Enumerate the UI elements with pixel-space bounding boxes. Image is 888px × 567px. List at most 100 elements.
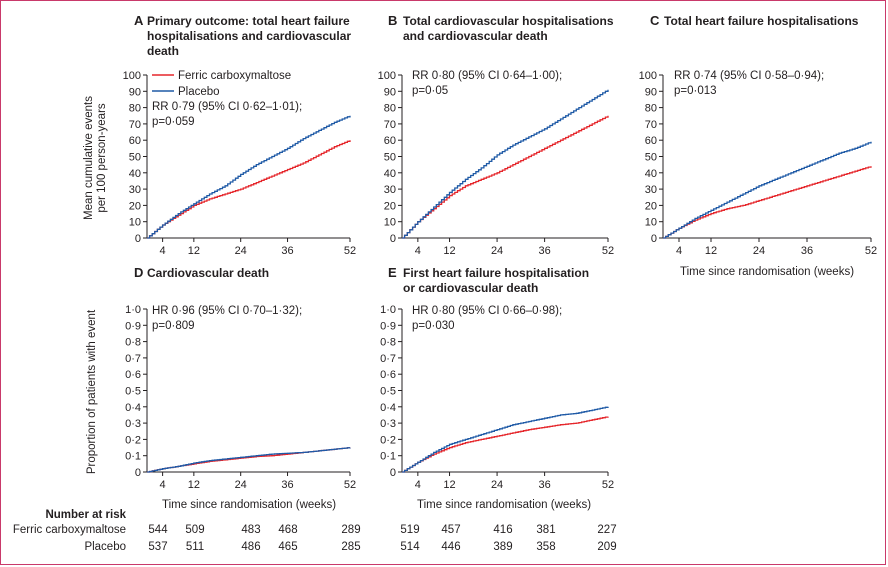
x-tick-label: 24	[235, 245, 247, 257]
x-tick-label: 52	[602, 245, 614, 257]
stat-text: RR 0·79 (95% CI 0·62–1·01);	[152, 101, 302, 113]
series-line-placebo	[663, 141, 872, 239]
y-tick-label: 100	[378, 70, 396, 82]
x-tick-label: 36	[801, 245, 813, 257]
y-tick-label: 0·3	[125, 418, 141, 430]
x-tick-label: 12	[443, 479, 455, 491]
x-tick-label: 4	[415, 245, 421, 257]
panel-title-line: Total cardiovascular hospitalisations	[403, 14, 614, 28]
risk-cell: 514	[400, 541, 420, 553]
x-tick-label: 24	[491, 479, 503, 491]
y-tick-label: 0·6	[125, 369, 141, 381]
risk-table: Number at risk Ferric carboxymaltose Pla…	[13, 509, 617, 553]
y-tick-label: 0·6	[380, 369, 396, 381]
series-line-ferric	[147, 140, 351, 239]
y-tick-label: 60	[129, 135, 141, 147]
y-tick-label: 1·0	[380, 304, 396, 316]
risk-cell: 381	[536, 524, 555, 536]
y-tick-label: 10	[384, 217, 396, 229]
y-tick-label: 30	[645, 184, 657, 196]
series-line-ferric	[402, 115, 609, 239]
y-tick-label: 60	[384, 135, 396, 147]
y-tick-label: 0·8	[125, 337, 141, 349]
x-tick-label: 36	[281, 479, 293, 491]
legend: Ferric carboxymaltose Placebo	[152, 70, 291, 98]
risk-cell: 446	[441, 541, 460, 553]
y-tick-label: 100	[639, 70, 657, 82]
risk-cell: 519	[400, 524, 419, 536]
y-tick-label: 0·4	[380, 402, 396, 414]
y-tick-label: 40	[129, 168, 141, 180]
y-tick-label: 30	[384, 184, 396, 196]
risk-cell: 511	[186, 541, 204, 553]
y-tick-label: 50	[645, 152, 657, 164]
x-tick-label: 12	[705, 245, 717, 257]
panel-title-line: First heart failure hospitalisation	[403, 266, 589, 280]
stat-text: p=0·809	[152, 320, 195, 332]
y-label-cumulative-2: per 100 person-years	[96, 103, 108, 213]
x-label-panel-c: Time since randomisation (weeks)	[680, 266, 854, 278]
y-tick-label: 90	[129, 86, 141, 98]
panel-c: C Total heart failure hospitalisations 0 10…	[639, 13, 877, 257]
risk-row-label-ferric: Ferric carboxymaltose	[13, 524, 126, 536]
y-tick-label: 70	[645, 119, 657, 131]
y-tick-label: 0·8	[380, 337, 396, 349]
y-tick-label: 0	[135, 233, 141, 245]
x-tick-label: 52	[865, 245, 877, 257]
risk-cell: 483	[241, 524, 260, 536]
legend-label-placebo: Placebo	[178, 86, 220, 98]
x-tick-label: 4	[160, 245, 166, 257]
y-tick-label: 100	[123, 70, 141, 82]
panel-letter: D	[134, 265, 143, 280]
risk-cell: 209	[597, 541, 616, 553]
y-tick-label: 0·4	[125, 402, 141, 414]
stat-text: p=0·030	[412, 320, 455, 332]
stat-text: p=0·059	[152, 116, 195, 128]
x-tick-label: 36	[538, 245, 550, 257]
y-tick-label: 70	[384, 119, 396, 131]
x-tick-label: 52	[602, 479, 614, 491]
risk-cell: 537	[148, 541, 167, 553]
y-tick-label: 90	[645, 86, 657, 98]
panel-title-line: death	[147, 44, 179, 58]
y-tick-label: 60	[645, 135, 657, 147]
stat-text: RR 0·74 (95% CI 0·58–0·94);	[674, 70, 824, 82]
y-label-proportion: Proportion of patients with event	[86, 309, 98, 474]
x-tick-label: 12	[188, 245, 200, 257]
y-tick-label: 50	[384, 152, 396, 164]
panel-title-line: Total heart failure hospitalisations	[664, 14, 859, 28]
y-tick-label: 70	[129, 119, 141, 131]
panel-b: B Total cardiovascular hospitalisationsan…	[378, 13, 614, 257]
y-tick-label: 10	[645, 217, 657, 229]
y-tick-label: 80	[129, 103, 141, 115]
panel-title-line: Cardiovascular death	[147, 266, 269, 280]
panel-letter: C	[650, 13, 660, 28]
x-tick-label: 36	[538, 479, 550, 491]
y-tick-label: 10	[129, 217, 141, 229]
y-tick-label: 0·2	[380, 434, 396, 446]
panel-d: D Cardiovascular death 0 0·1 0·2 0·3 0·4 0·5 0·6…	[125, 265, 356, 491]
panel-title-line: and cardiovascular death	[403, 29, 548, 43]
x-tick-label: 4	[160, 479, 166, 491]
y-tick-label: 20	[384, 200, 396, 212]
y-tick-label: 0·7	[125, 353, 141, 365]
risk-cell: 457	[441, 524, 460, 536]
risk-cell: 544	[148, 524, 168, 536]
stat-text: p=0·013	[674, 85, 717, 97]
stat-text: p=0·05	[412, 85, 448, 97]
risk-row-label-placebo: Placebo	[84, 541, 126, 553]
stat-text: HR 0·80 (95% CI 0·66–0·98);	[412, 305, 562, 317]
risk-cell: 486	[241, 541, 260, 553]
risk-cell: 509	[185, 524, 204, 536]
x-tick-label: 12	[188, 479, 200, 491]
panel-a: A Primary outcome: total heart failurehos…	[123, 13, 356, 257]
x-tick-label: 12	[443, 245, 455, 257]
x-tick-label: 36	[281, 245, 293, 257]
y-tick-label: 0	[390, 233, 396, 245]
x-tick-label: 24	[753, 245, 765, 257]
y-tick-label: 0	[390, 467, 396, 479]
risk-cell: 416	[493, 524, 512, 536]
x-label-panel-d: Time since randomisation (weeks)	[162, 499, 336, 511]
y-tick-label: 80	[384, 103, 396, 115]
